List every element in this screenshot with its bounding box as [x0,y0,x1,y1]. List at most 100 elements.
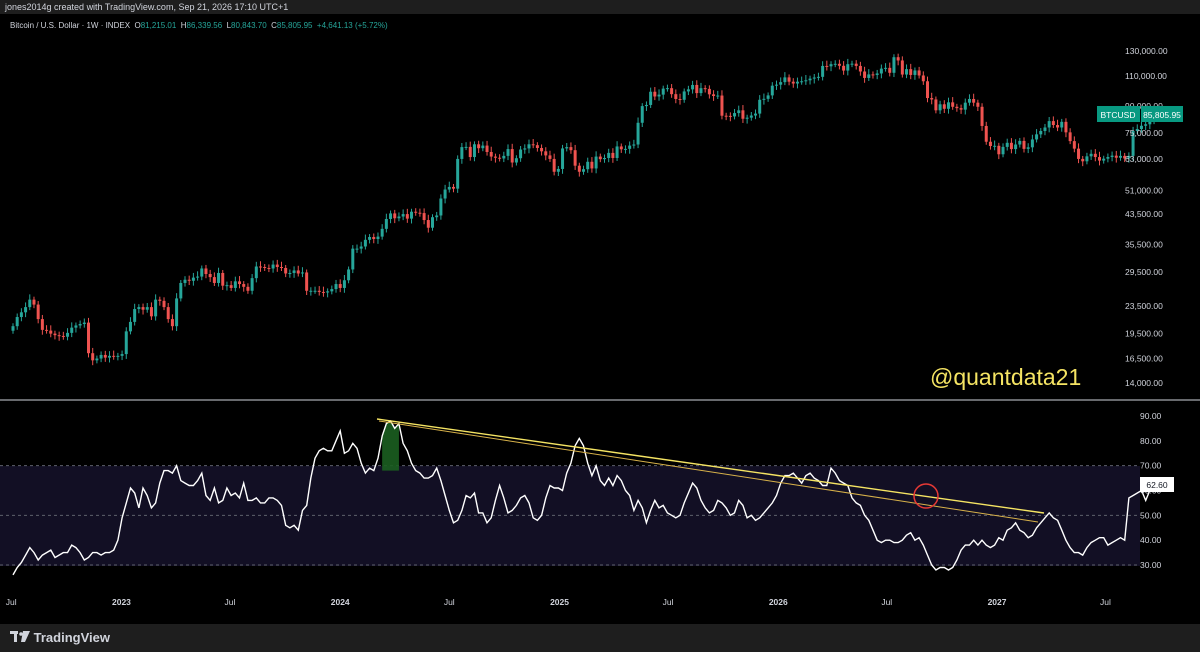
candle-body [183,279,187,283]
rsi-tick-label: 50.00 [1140,510,1162,520]
candle-body [250,278,254,291]
candle-body [540,147,544,152]
candle-body [32,299,36,305]
candle-body [762,98,766,100]
candle-body [242,284,246,287]
candle-body [548,155,552,159]
candle-body [1098,157,1102,161]
candle-body [1047,121,1051,128]
candle-body [124,331,128,355]
candle-body [758,99,762,114]
candle-body [808,78,812,81]
candle-body [414,211,418,213]
time-axis[interactable]: Jul 2023 Jul 2024 Jul 2025 Jul 2026 Jul 2027 Jul [6,597,1111,607]
chart-area[interactable]: 130,000.00 110,000.00 90,000.00 75,000.00 63… [0,14,1200,624]
candle-body [716,95,720,97]
time-tick-label: Jul [444,597,455,607]
low-value: 80,843.70 [231,21,267,30]
candle-body [602,157,606,160]
candle-body [816,76,820,78]
candle-body [36,304,40,320]
candle-body [133,309,137,322]
candle-body [1135,129,1139,131]
price-tick-label: 14,000.00 [1125,378,1163,388]
candle-body [1114,155,1118,158]
candle-body [309,290,313,292]
candle-body [19,312,23,318]
candle-body [410,211,414,219]
candle-body [380,228,384,237]
candle-body [519,149,523,159]
candle-body [594,156,598,169]
candle-body [535,145,539,148]
symbol-legend[interactable]: Bitcoin / U.S. Dollar · 1W · INDEX O81,2… [10,21,388,30]
rsi-tick-label: 40.00 [1140,535,1162,545]
candle-body [829,64,833,67]
candle-body [158,299,162,301]
candle-body [1144,124,1148,126]
candle-body [657,94,661,97]
candle-body [74,325,78,328]
candle-body [766,95,770,99]
candle-body [510,149,514,163]
candle-body [347,269,351,281]
candle-body [292,270,296,273]
rsi-badge-value: 62.60 [1146,480,1168,490]
candle-body [561,148,565,169]
candle-body [787,77,791,82]
candle-body [774,84,778,86]
candle-body [485,145,489,152]
tradingview-brand: TradingView [33,630,110,645]
price-tick-label: 90,000.00 [1125,101,1163,111]
candle-body [665,88,669,90]
candle-body [623,148,627,150]
candle-body [208,273,212,278]
time-tick-label: Jul [881,597,892,607]
symbol-title: Bitcoin / U.S. Dollar · 1W · INDEX [10,21,131,30]
candle-body [141,307,145,310]
candle-body [1009,142,1013,150]
rsi-trendline-upper[interactable] [376,418,1045,514]
candle-body [875,73,879,75]
candle-body [305,272,309,291]
candle-body [330,289,334,292]
candle-body [951,102,955,107]
candle-body [489,151,493,157]
high-label: H [180,21,187,30]
candle-body [791,81,795,84]
candle-body [1043,127,1047,131]
tradingview-logo[interactable]: TradingView [10,630,110,645]
candle-body [607,152,611,158]
candle-body [61,335,65,337]
candle-body [837,63,841,66]
price-badge-value: 85,805.95 [1143,110,1181,120]
candle-body [1148,121,1152,125]
candle-body [53,333,57,336]
candle-body [984,125,988,142]
watermark-handle: @quantdata21 [930,364,1082,390]
candle-body [674,94,678,99]
candle-body [770,85,774,96]
candle-body [959,108,963,110]
candle-body [1139,125,1143,130]
time-tick-label: 2023 [112,597,131,607]
price-axis[interactable]: 130,000.00 110,000.00 90,000.00 75,000.00 63… [1125,46,1168,388]
candle-body [879,68,883,74]
candle-body [858,65,862,72]
candle-body [70,327,74,333]
rsi-trendline-lower[interactable] [378,420,1039,523]
candle-body [439,198,443,216]
price-badge-symbol: BTCUSD [1101,110,1136,120]
breakout-circle[interactable] [913,483,939,509]
candle-body [988,141,992,147]
time-tick-label: Jul [6,597,17,607]
candle-body [1068,132,1072,142]
candle-body [493,156,497,158]
rsi-overbought-fill [382,420,399,471]
candle-body [426,220,430,228]
candle-body [1085,156,1089,162]
candle-body [930,98,934,100]
chart-svg[interactable]: 130,000.00 110,000.00 90,000.00 75,000.00 63… [0,14,1200,624]
candle-body [338,284,342,288]
high-value: 86,339.56 [186,21,223,30]
